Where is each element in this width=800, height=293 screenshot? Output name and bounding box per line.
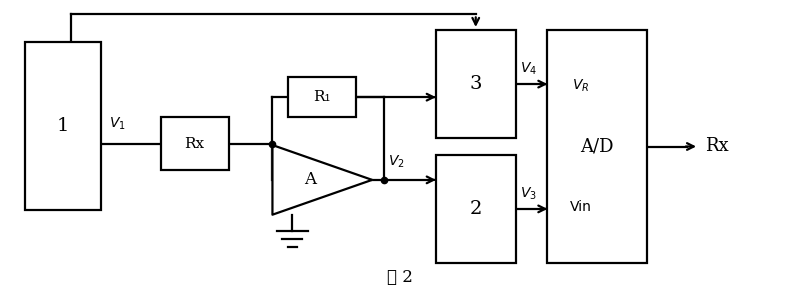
Text: A/D: A/D bbox=[581, 137, 614, 156]
Text: 1: 1 bbox=[57, 117, 70, 135]
Text: Rx: Rx bbox=[185, 137, 205, 151]
Text: $V_R$: $V_R$ bbox=[572, 78, 590, 94]
Text: $V_2$: $V_2$ bbox=[388, 153, 405, 170]
Text: A: A bbox=[304, 171, 316, 188]
FancyBboxPatch shape bbox=[26, 42, 101, 210]
Text: $V_1$: $V_1$ bbox=[109, 116, 126, 132]
Text: 2: 2 bbox=[470, 200, 482, 218]
Text: $V_4$: $V_4$ bbox=[519, 60, 537, 77]
FancyBboxPatch shape bbox=[161, 117, 229, 170]
Text: R₁: R₁ bbox=[314, 90, 331, 104]
Text: 3: 3 bbox=[470, 75, 482, 93]
FancyBboxPatch shape bbox=[547, 30, 647, 263]
FancyBboxPatch shape bbox=[288, 77, 356, 117]
FancyBboxPatch shape bbox=[436, 30, 515, 138]
Text: Rx: Rx bbox=[706, 137, 729, 156]
Text: 图 2: 图 2 bbox=[387, 269, 413, 286]
FancyBboxPatch shape bbox=[436, 155, 515, 263]
Text: Vin: Vin bbox=[570, 200, 591, 214]
Polygon shape bbox=[273, 145, 372, 215]
Text: $V_3$: $V_3$ bbox=[519, 185, 537, 202]
